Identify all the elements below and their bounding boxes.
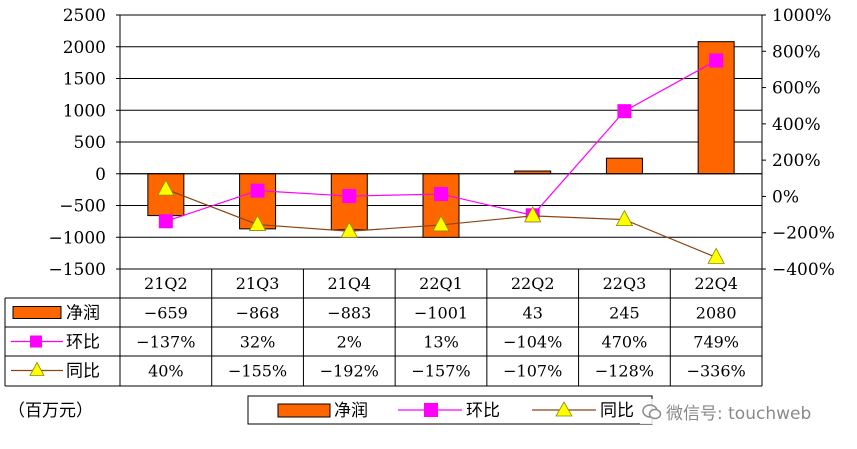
- unit-label: （百万元）: [8, 401, 93, 421]
- legend-key-square: [30, 335, 42, 348]
- marker-square: [342, 189, 357, 204]
- legend-key-square: [424, 403, 438, 417]
- data-label: −336%: [687, 362, 746, 381]
- legend-key-bar: [277, 403, 331, 418]
- category-label: 22Q1: [419, 274, 463, 293]
- category-label: 22Q2: [511, 274, 555, 293]
- right-axis-tick-label: 600%: [772, 79, 821, 99]
- left-axis-tick-label: 0: [95, 165, 106, 185]
- marker-triangle: [524, 205, 542, 223]
- right-axis-tick-label: 200%: [772, 151, 821, 171]
- marker-triangle: [432, 215, 450, 232]
- left-axis-tick-label: 2000: [63, 38, 106, 58]
- category-label: 21Q3: [236, 274, 280, 293]
- series-name-label: 净润: [66, 304, 100, 324]
- data-label: 749%: [693, 333, 739, 352]
- right-axis-tick-label: 800%: [772, 42, 821, 62]
- series-name-label: 同比: [66, 362, 100, 382]
- left-axis-tick-label: −500: [59, 197, 106, 217]
- marker-triangle: [248, 214, 267, 231]
- right-axis-tick-label: 1000%: [772, 6, 831, 26]
- left-axis-tick-label: −1000: [48, 228, 106, 248]
- data-label: −868: [236, 304, 280, 323]
- data-label: 470%: [602, 333, 648, 352]
- data-label: 32%: [240, 333, 276, 352]
- left-axis-tick-label: 1000: [63, 101, 106, 121]
- data-label: −137%: [136, 333, 195, 352]
- data-label: 13%: [423, 333, 459, 352]
- legend-label: 同比: [600, 401, 634, 421]
- watermark-text: 微信号: touchweb: [666, 404, 812, 424]
- data-label: 43: [523, 304, 543, 323]
- data-label: 2080: [696, 304, 737, 323]
- legend-label: 环比: [466, 401, 500, 421]
- data-table: 21Q2 21Q3 21Q4 22Q1 22Q2 22Q3 22Q4 净润 −659 −868 −8…: [4, 269, 763, 387]
- legend-key-bar: [12, 306, 62, 319]
- marker-square: [250, 183, 265, 198]
- legend-key-triangle: [555, 401, 573, 417]
- right-axis-tick-label: −200%: [772, 224, 835, 244]
- bar: [605, 157, 643, 175]
- watermark: 微信号: touchweb: [640, 399, 814, 424]
- data-label: −155%: [228, 362, 287, 381]
- data-label: −128%: [595, 362, 654, 381]
- category-label: 21Q4: [327, 274, 371, 293]
- data-label: −157%: [411, 362, 470, 381]
- data-label: 40%: [148, 362, 184, 381]
- marker-square: [158, 214, 173, 229]
- category-label: 22Q4: [694, 274, 738, 293]
- category-label: 21Q2: [144, 274, 188, 293]
- left-axis-tick-label: 500: [74, 133, 106, 153]
- marker-square: [617, 104, 632, 119]
- series-name-label: 环比: [66, 333, 100, 353]
- data-label: −659: [144, 304, 188, 323]
- data-label: −107%: [503, 362, 562, 381]
- data-label: 2%: [337, 333, 362, 352]
- marker-triangle: [707, 247, 725, 264]
- right-axis-tick-label: 0%: [772, 187, 799, 207]
- axes: [116, 14, 766, 270]
- data-label: −104%: [503, 333, 562, 352]
- legend-label: 净润: [334, 401, 368, 421]
- legend: 净润 环比 同比: [247, 395, 653, 425]
- marker-square: [434, 187, 448, 202]
- right-axis-tick-label: −400%: [772, 260, 835, 280]
- data-label: −192%: [320, 362, 379, 381]
- series-lines: [157, 53, 725, 264]
- left-axis-tick-label: 2500: [63, 6, 106, 26]
- tick-labels: −1500 −1000 −500 0 500 1000 1500 2000 2500 −400% −…: [48, 6, 834, 280]
- legend-key-triangle: [29, 361, 45, 376]
- data-label: 245: [609, 304, 640, 323]
- marker-triangle: [340, 221, 358, 238]
- right-axis-tick-label: 400%: [772, 115, 821, 135]
- marker-triangle: [615, 209, 634, 227]
- marker-square: [709, 53, 724, 68]
- left-axis-tick-label: −1500: [48, 260, 106, 280]
- category-label: 22Q3: [603, 274, 647, 293]
- data-label: −1001: [414, 304, 468, 323]
- marker-triangle: [157, 179, 175, 196]
- bars: [120, 41, 762, 238]
- left-axis-tick-label: 1500: [63, 70, 106, 90]
- data-label: −883: [327, 304, 371, 323]
- wechat-icon: [642, 403, 662, 420]
